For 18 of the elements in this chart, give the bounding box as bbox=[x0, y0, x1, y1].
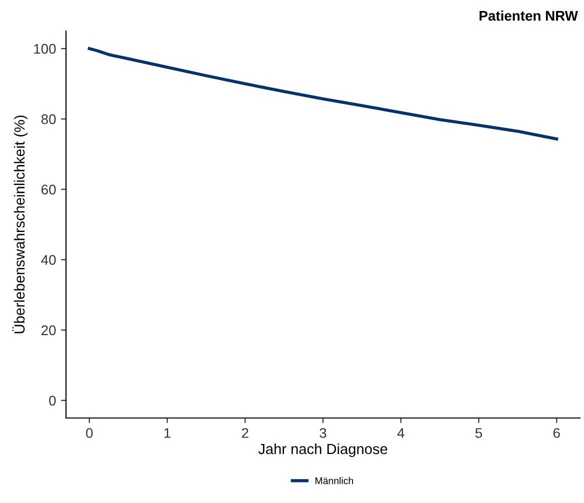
y-tick-label: 80 bbox=[41, 114, 56, 124]
line-series bbox=[88, 47, 558, 141]
y-tick-label: 60 bbox=[42, 184, 56, 194]
y-tick-label: 20 bbox=[42, 325, 56, 336]
x-tick-label: 0 bbox=[86, 428, 93, 438]
y-tick-label: 100 bbox=[34, 44, 56, 54]
x-tick-label: 4 bbox=[397, 428, 404, 438]
y-tick-label: 40 bbox=[41, 255, 56, 265]
x-axis-title: Jahr nach Diagnose bbox=[258, 443, 388, 458]
x-tick-label: 2 bbox=[242, 428, 248, 438]
legend-label: Männlich bbox=[316, 477, 354, 484]
y-tick-label: 0 bbox=[49, 396, 56, 406]
x-tick-label: 6 bbox=[553, 428, 560, 438]
x-tick-label: 1 bbox=[164, 428, 170, 438]
y-axis-title: Überlebenswahrscheinlichkeit (%) bbox=[12, 116, 28, 334]
x-tick-label: 5 bbox=[475, 428, 482, 438]
chart-title: Patienten NRW bbox=[480, 10, 578, 21]
x-tick-label: 3 bbox=[320, 428, 326, 438]
